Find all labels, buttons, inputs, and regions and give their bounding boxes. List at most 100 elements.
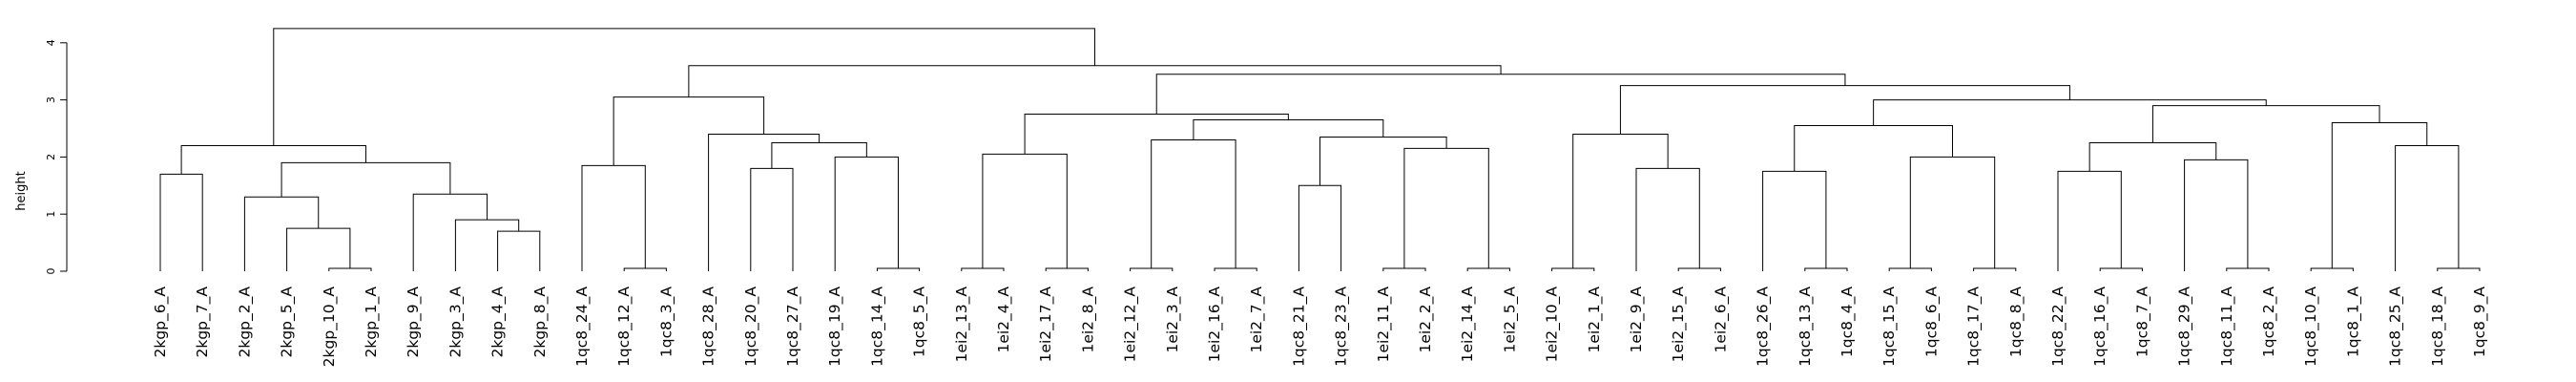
leaf-label: 1qc8_4_A xyxy=(1839,286,1857,357)
y-tick-label: 3 xyxy=(45,96,57,103)
leaf-label: 1ei2_1_A xyxy=(1586,286,1604,353)
dendrogram-branch xyxy=(750,167,794,271)
dendrogram-branch xyxy=(328,267,372,271)
dendrogram-branch xyxy=(1298,184,1342,271)
dendrogram-branch xyxy=(2226,267,2270,271)
leaf-label: 1qc8_20_A xyxy=(742,286,760,367)
dendrogram-branches xyxy=(159,28,2481,271)
leaf-label: 1qc8_3_A xyxy=(657,286,675,357)
dendrogram-branch xyxy=(286,227,351,271)
leaf-label: 1qc8_10_A xyxy=(2302,286,2320,367)
y-tick-label: 0 xyxy=(45,268,57,275)
leaf-label: 1ei2_16_A xyxy=(1206,286,1224,363)
y-tick-label: 1 xyxy=(45,211,57,218)
dendrogram-branch xyxy=(771,141,867,169)
leaf-label: 2kgp_10_A xyxy=(321,286,339,368)
leaf-label: 1qc8_29_A xyxy=(2176,286,2194,367)
dendrogram-branch xyxy=(1619,85,2070,135)
leaf-label: 2kgp_3_A xyxy=(447,286,465,358)
dendrogram-branch xyxy=(1804,267,1848,271)
leaf-label: 1ei2_7_A xyxy=(1248,286,1266,353)
leaf-label: 1qc8_19_A xyxy=(826,286,844,367)
leaf-label: 2kgp_5_A xyxy=(279,286,297,358)
dendrogram-branch xyxy=(834,156,899,271)
dendrogram-branch xyxy=(1888,267,1932,271)
leaf-label: 1qc8_13_A xyxy=(1797,286,1815,367)
leaf-label: 2kgp_4_A xyxy=(489,286,508,358)
leaf-label: 1qc8_6_A xyxy=(1922,286,1941,357)
leaf-label: 1qc8_11_A xyxy=(2218,286,2236,367)
dendrogram-branch xyxy=(961,267,1005,271)
leaf-label: 1qc8_27_A xyxy=(784,286,802,367)
dendrogram-branch xyxy=(1466,267,1510,271)
leaf-label: 2kgp_9_A xyxy=(405,286,423,358)
dendrogram-branch xyxy=(2310,267,2354,271)
dendrogram-branch xyxy=(1635,167,1700,271)
y-tick-label: 4 xyxy=(45,39,57,46)
leaf-label: 1ei2_10_A xyxy=(1544,286,1562,363)
dendrogram-branch xyxy=(159,173,203,271)
leaf-label: 1qc8_16_A xyxy=(2091,286,2109,367)
y-tick-label: 2 xyxy=(45,154,57,160)
leaf-label: 1qc8_26_A xyxy=(1755,286,1773,367)
dendrogram-branch xyxy=(273,28,1095,146)
leaf-label: 2kgp_6_A xyxy=(152,286,170,358)
leaf-label: 1ei2_9_A xyxy=(1628,286,1646,353)
dendrogram-branch xyxy=(1551,267,1595,271)
dendrogram-branch xyxy=(1572,133,1669,269)
leaf-label: 1qc8_5_A xyxy=(911,286,929,357)
y-axis-label: height xyxy=(14,171,29,210)
leaf-label: 1qc8_2_A xyxy=(2260,286,2278,357)
dendrogram-branch xyxy=(180,144,366,175)
dendrogram-branch xyxy=(280,161,451,198)
dendrogram-branch xyxy=(2151,105,2380,143)
y-axis: 0 1 2 3 4 xyxy=(45,39,68,275)
leaf-label: 1qc8_15_A xyxy=(1880,286,1899,367)
dendrogram-branch xyxy=(1045,267,1089,271)
dendrogram-branch xyxy=(623,267,667,271)
leaf-label: 1qc8_24_A xyxy=(573,286,592,367)
leaf-label: 1qc8_7_A xyxy=(2133,286,2151,357)
dendrogram-branch xyxy=(1319,136,1447,186)
dendrogram-branch xyxy=(1130,267,1174,271)
dendrogram-branch xyxy=(2437,267,2481,271)
leaf-label: 1qc8_22_A xyxy=(2049,286,2067,367)
leaf-label: 1ei2_13_A xyxy=(953,286,971,363)
dendrogram-branch xyxy=(1382,267,1426,271)
dendrogram-branch xyxy=(2099,267,2143,271)
dendrogram-branch xyxy=(876,267,921,271)
leaf-label: 1qc8_1_A xyxy=(2344,286,2362,357)
leaf-label: 1qc8_21_A xyxy=(1290,286,1308,367)
dendrogram-branch xyxy=(2395,144,2460,271)
dendrogram-branch xyxy=(2057,170,2122,271)
dendrogram-branch xyxy=(688,65,1502,97)
leaf-label: 1qc8_25_A xyxy=(2387,286,2405,367)
leaf-label: 2kgp_1_A xyxy=(363,286,381,358)
leaf-label: 1ei2_14_A xyxy=(1459,286,1477,363)
leaf-label: 1ei2_15_A xyxy=(1670,286,1688,363)
dendrogram-branch xyxy=(412,193,488,271)
leaf-label: 1qc8_17_A xyxy=(1965,286,1984,367)
leaf-labels: 2kgp_6_A 2kgp_7_A 2kgp_2_A 2kgp_5_A 2kgp_10_… xyxy=(152,286,2489,368)
leaf-label: 2kgp_8_A xyxy=(531,286,550,358)
dendrogram-branch xyxy=(1151,138,1236,269)
dendrogram-branch xyxy=(1214,267,1257,271)
dendrogram-branch xyxy=(2088,141,2217,172)
dendrogram-branch xyxy=(1677,267,1721,271)
leaf-label: 2kgp_2_A xyxy=(236,286,254,358)
dendrogram-branch xyxy=(1909,156,1996,269)
dendrogram-branch xyxy=(708,133,821,271)
leaf-label: 1ei2_12_A xyxy=(1122,286,1140,363)
leaf-label: 1qc8_28_A xyxy=(700,286,718,367)
leaf-label: 1qc8_12_A xyxy=(615,286,634,367)
leaf-label: 2kgp_7_A xyxy=(194,286,212,358)
dendrogram-branch xyxy=(982,153,1068,269)
leaf-label: 1ei2_2_A xyxy=(1417,286,1435,353)
dendrogram-branch xyxy=(497,230,541,271)
leaf-label: 1ei2_6_A xyxy=(1712,286,1730,353)
leaf-label: 1ei2_8_A xyxy=(1079,286,1097,353)
dendrogram-branch xyxy=(581,164,646,271)
leaf-label: 1qc8_14_A xyxy=(868,286,886,367)
